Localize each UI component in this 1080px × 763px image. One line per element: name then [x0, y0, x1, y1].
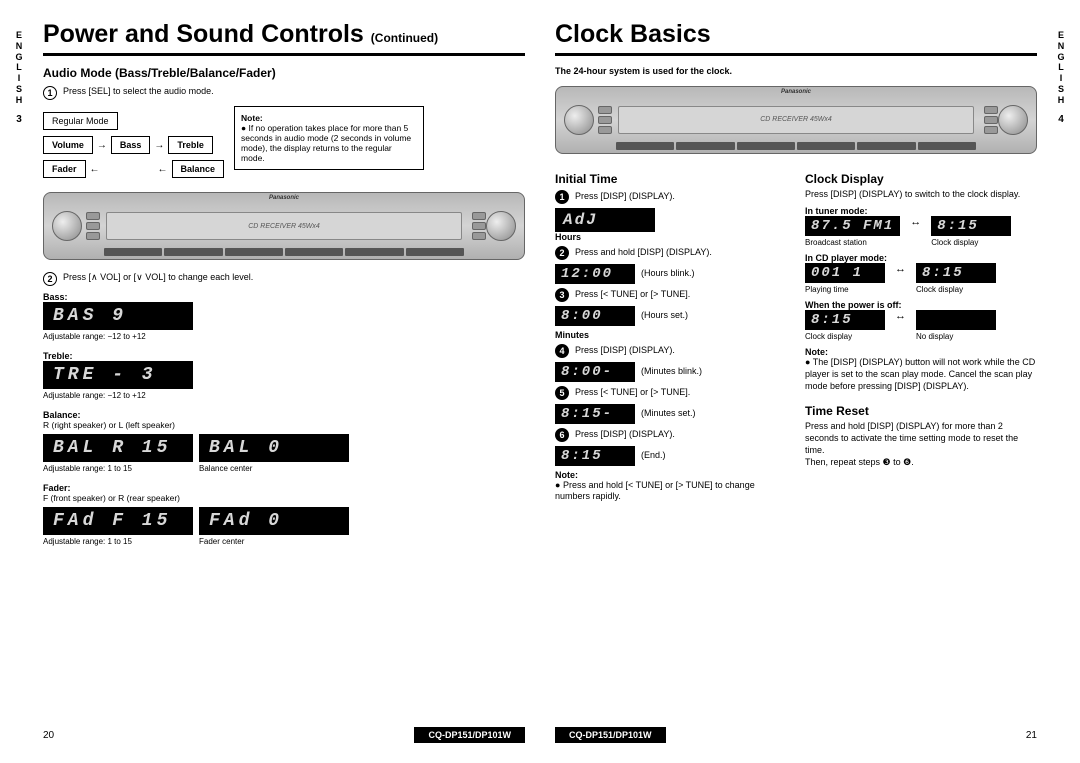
step-1-marker: 1 [43, 86, 57, 100]
treble-lcd: TRE - 3 [43, 361, 193, 389]
left-title: Power and Sound Controls (Continued) [43, 20, 525, 49]
car-stereo-faceplate: Panasonic CD RECEIVER 45Wx4 [43, 192, 525, 260]
initial-time-section: Initial Time 1Press [DISP] (DISPLAY). Ad… [555, 166, 787, 503]
right-margin-label: ENGLISH 4 [1052, 20, 1070, 743]
lcd-cd-clock: 8:15 [916, 263, 996, 283]
fader-lcd-1: FAd F 15 [43, 507, 193, 535]
mode-fader: Fader [43, 160, 86, 178]
left-margin-page: 3 [10, 114, 28, 126]
clock-display-section: Clock Display Press [DISP] (DISPLAY) to … [805, 166, 1037, 503]
lcd-off-blank [916, 310, 996, 330]
mode-bass: Bass [111, 136, 151, 154]
left-model-bar: CQ-DP151/DP101W [414, 727, 525, 743]
lcd-815a: 8:15- [555, 404, 635, 424]
balance-lcd-2: BAL 0 [199, 434, 349, 462]
lcd-tuner-clock: 8:15 [931, 216, 1011, 236]
left-page: Power and Sound Controls (Continued) Aud… [28, 20, 540, 743]
lcd-815b: 8:15 [555, 446, 635, 466]
note-box: Note: ● If no operation takes place for … [234, 106, 424, 170]
bass-range: Adjustable range: −12 to +12 [43, 332, 525, 341]
step-1-text: Press [SEL] to select the audio mode. [63, 86, 214, 98]
right-model-bar: CQ-DP151/DP101W [555, 727, 666, 743]
right-margin-page: 4 [1052, 114, 1070, 126]
lcd-adj: AdJ [555, 208, 655, 232]
right-page-number: 21 [1026, 730, 1037, 741]
balance-label: Balance: [43, 410, 525, 420]
mode-treble: Treble [168, 136, 213, 154]
manual-spread: ENGLISH 3 Power and Sound Controls (Cont… [0, 0, 1080, 763]
left-page-number: 20 [43, 730, 54, 741]
right-page: Clock Basics The 24-hour system is used … [540, 20, 1052, 743]
treble-range: Adjustable range: −12 to +12 [43, 391, 525, 400]
left-margin-label: ENGLISH 3 [10, 20, 28, 743]
lcd-1200: 12:00 [555, 264, 635, 284]
mode-volume: Volume [43, 136, 93, 154]
step-2-text: Press [∧ VOL] or [∨ VOL] to change each … [63, 272, 253, 284]
tune-knob [486, 211, 516, 241]
bass-label: Bass: [43, 292, 525, 302]
audio-mode-heading: Audio Mode (Bass/Treble/Balance/Fader) [43, 66, 525, 80]
lcd-off-clock: 8:15 [805, 310, 885, 330]
clock-display-heading: Clock Display [805, 172, 1037, 186]
fader-label: Fader: [43, 483, 525, 493]
lcd-800b: 8:00- [555, 362, 635, 382]
treble-label: Treble: [43, 351, 525, 361]
volume-knob [52, 211, 82, 241]
time-reset-heading: Time Reset [805, 404, 1037, 418]
lcd-800a: 8:00 [555, 306, 635, 326]
initial-time-heading: Initial Time [555, 172, 787, 186]
mode-flow-diagram: Regular Mode [43, 112, 224, 130]
bass-lcd: BAS 9 [43, 302, 193, 330]
step-2-marker: 2 [43, 272, 57, 286]
car-stereo-faceplate-right: Panasonic CD RECEIVER 45Wx4 [555, 86, 1037, 154]
fader-lcd-2: FAd 0 [199, 507, 349, 535]
mode-regular: Regular Mode [43, 112, 118, 130]
lcd-cd-time: 001 1 [805, 263, 885, 283]
mode-balance: Balance [172, 160, 225, 178]
clock-24h-note: The 24-hour system is used for the clock… [555, 66, 1037, 78]
right-title: Clock Basics [555, 20, 1037, 49]
lcd-tuner-station: 87.5 FM1 [805, 216, 900, 236]
balance-lcd-1: BAL R 15 [43, 434, 193, 462]
